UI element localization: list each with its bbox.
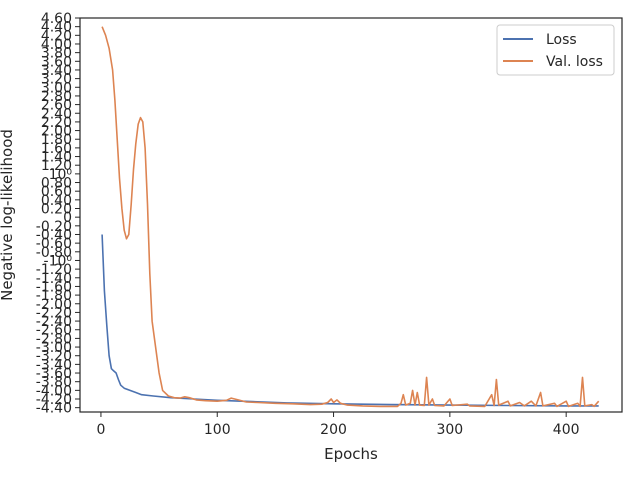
series-line-1 bbox=[101, 26, 600, 408]
legend-label-0: Loss bbox=[546, 32, 577, 48]
x-tick-label: 300 bbox=[436, 422, 463, 438]
y-tick-label: 2.00 bbox=[41, 124, 72, 140]
y-tick-label: 2.60 bbox=[41, 98, 72, 114]
y-tick-label: -2.60 bbox=[36, 323, 72, 339]
y-tick-label: -1.40 bbox=[36, 271, 72, 287]
y-tick-label: -4.40 bbox=[36, 401, 72, 417]
y-tick-label: -1.20 bbox=[36, 262, 72, 278]
series-line-0 bbox=[101, 234, 599, 407]
y-tick-label: -3.00 bbox=[36, 340, 72, 356]
y-tick-label: 0.20 bbox=[41, 202, 72, 218]
x-axis: 0 100 200 300 400 bbox=[96, 412, 580, 438]
y-tick-label: 2.40 bbox=[41, 106, 72, 122]
y-axis: 4.604.404.204.003.803.603.403.203.002.80… bbox=[36, 11, 80, 417]
y-tick-label: 1.60 bbox=[41, 141, 72, 157]
y-tick-label: 3.40 bbox=[41, 63, 72, 79]
y-tick-label: 3.20 bbox=[41, 72, 72, 88]
y-tick-label: 10⁰ bbox=[49, 167, 73, 183]
y-tick-label: -4.20 bbox=[36, 392, 72, 408]
y-tick-label: -3.20 bbox=[36, 349, 72, 365]
series-lines bbox=[101, 26, 600, 408]
y-tick-label: -2.40 bbox=[36, 314, 72, 330]
y-tick-label: -2.00 bbox=[36, 297, 72, 313]
y-tick-label: -0.20 bbox=[36, 219, 72, 235]
y-tick-label: -0.80 bbox=[36, 245, 72, 261]
y-tick-label: 4.60 bbox=[41, 11, 72, 27]
y-tick-label: 4.40 bbox=[41, 20, 72, 36]
legend-box bbox=[496, 24, 615, 76]
y-tick-label: 3.60 bbox=[41, 54, 72, 70]
y-tick-label: -4.00 bbox=[36, 383, 72, 399]
y-tick-label: -1.60 bbox=[36, 279, 72, 295]
y-tick-label: 1.20 bbox=[41, 158, 72, 174]
y-tick-label: -1.80 bbox=[36, 288, 72, 304]
y-tick-label: 3.80 bbox=[41, 46, 72, 62]
y-tick-label: -0.40 bbox=[36, 227, 72, 243]
y-tick-label: 0.80 bbox=[41, 176, 72, 192]
y-tick-label: -0.60 bbox=[36, 236, 72, 252]
legend-label-1: Val. loss bbox=[546, 54, 603, 70]
y-tick-label: -3.40 bbox=[36, 357, 72, 373]
legend: Loss Val. loss bbox=[496, 24, 615, 76]
x-tick-label: 0 bbox=[96, 422, 105, 438]
x-tick-label: 200 bbox=[320, 422, 347, 438]
y-tick-label: 0.60 bbox=[41, 184, 72, 200]
x-tick-label: 100 bbox=[204, 422, 231, 438]
y-axis-label: Negative log-likelihood bbox=[0, 129, 16, 301]
y-tick-label: 0.40 bbox=[41, 193, 72, 209]
x-tick-label: 400 bbox=[553, 422, 580, 438]
y-tick-label: 0 bbox=[63, 210, 72, 226]
y-tick-label: 4.20 bbox=[41, 28, 72, 44]
plot-frame bbox=[79, 17, 623, 413]
y-tick-label: -2.20 bbox=[36, 305, 72, 321]
y-tick-label: -10⁰ bbox=[44, 253, 73, 269]
y-tick-label: 4.00 bbox=[41, 37, 72, 53]
y-tick-label: 1.80 bbox=[41, 132, 72, 148]
y-tick-label: -3.60 bbox=[36, 366, 72, 382]
y-tick-label: 2.80 bbox=[41, 89, 72, 105]
y-tick-label: -2.80 bbox=[36, 331, 72, 347]
y-tick-label: 3.00 bbox=[41, 80, 72, 96]
x-axis-label: Epochs bbox=[324, 445, 378, 463]
y-tick-label: 1.40 bbox=[41, 150, 72, 166]
y-tick-label: -3.80 bbox=[36, 375, 72, 391]
y-tick-label: 2.20 bbox=[41, 115, 72, 131]
